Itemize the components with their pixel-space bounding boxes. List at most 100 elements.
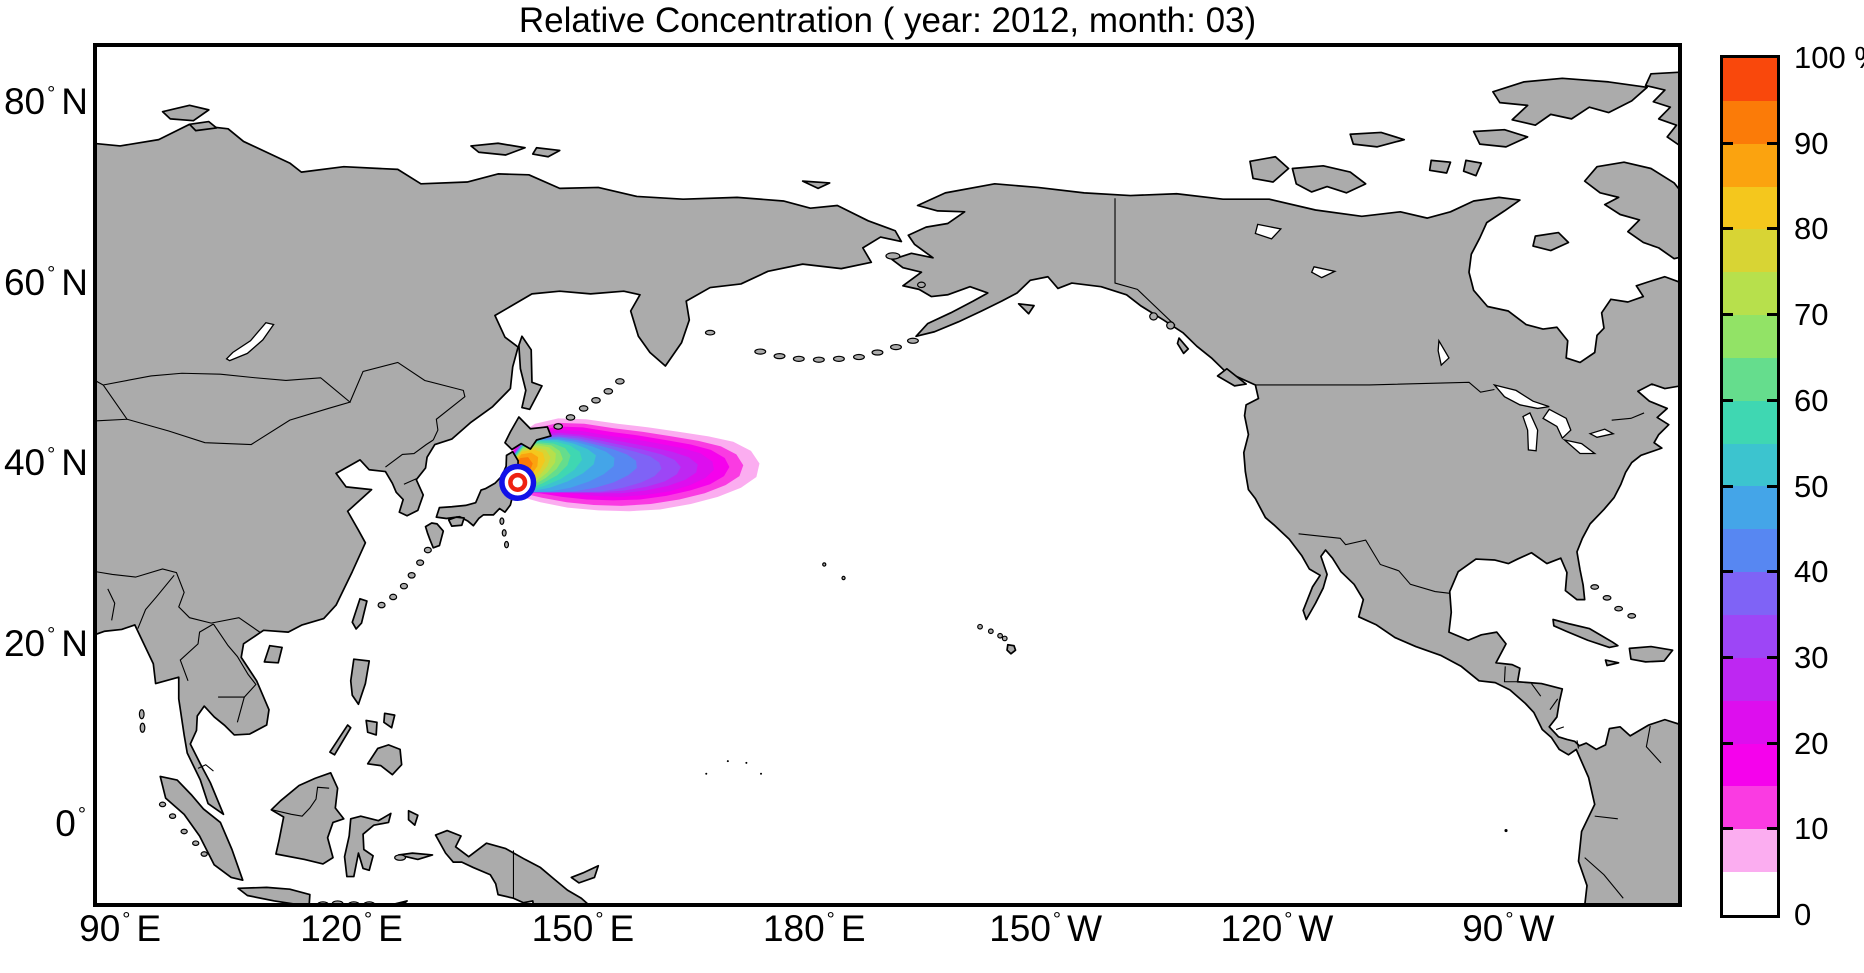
y-tick-label-0: 0° xyxy=(0,803,88,845)
colorbar-tick-10-right xyxy=(1767,827,1777,831)
land-mindanao xyxy=(368,745,402,775)
land-greenland xyxy=(1646,71,1678,150)
map-svg xyxy=(97,47,1678,903)
y-tick-label-40N: 40° N xyxy=(0,442,88,484)
colorbar-band-0-5 xyxy=(1723,872,1777,915)
aleutian-islands-dash xyxy=(891,345,902,350)
colorbar-tick-40-right xyxy=(1767,570,1777,574)
colorbar-band-65-70 xyxy=(1723,315,1777,358)
colorbar-label-90: 90 xyxy=(1794,125,1829,161)
border-india-myanmar xyxy=(138,575,174,628)
colorbar-label-100: 100 % xyxy=(1794,40,1864,75)
degree-symbol: ° xyxy=(826,909,835,932)
land-baffin-island xyxy=(1585,162,1678,259)
aleutian-islands-dash xyxy=(774,354,785,359)
degree-symbol: ° xyxy=(1284,909,1293,932)
x-tick-value: 180 xyxy=(762,908,825,949)
colorbar-tick-70-left xyxy=(1723,313,1733,317)
colorbar-band-55-60 xyxy=(1723,400,1777,444)
land-wrangel-island xyxy=(803,181,830,188)
midway-atolls-dash xyxy=(823,563,826,566)
land-hispaniola xyxy=(1629,647,1672,662)
ryukyu-islands-dash xyxy=(400,583,407,588)
land-palawan xyxy=(330,725,351,755)
x-tick-label-120E: 120° E xyxy=(272,908,432,950)
land-severnaya-zemlya-2 xyxy=(190,122,217,131)
lakes xyxy=(227,224,1614,453)
hemisphere-letter: W xyxy=(1298,908,1334,949)
degree-symbol: ° xyxy=(47,623,56,646)
sumatra-west-islands-dash xyxy=(159,802,165,807)
y-tick-label-60N: 60° N xyxy=(0,262,88,304)
source-marker-inner-ring xyxy=(510,475,525,490)
lake-great-bear-lake xyxy=(1255,224,1280,238)
ryukyu-islands-dash xyxy=(378,602,385,607)
border-laos-vietnam xyxy=(213,624,255,697)
degree-symbol: ° xyxy=(47,263,56,286)
x-tick-label-180E: 180° E xyxy=(734,908,894,950)
hemisphere-letter: W xyxy=(1519,908,1555,949)
x-tick-value: 120 xyxy=(300,908,362,949)
bahamas-dash xyxy=(1628,614,1636,619)
colorbar-band-75-80 xyxy=(1723,229,1777,273)
colorbar-band-25-30 xyxy=(1723,657,1777,701)
map-area xyxy=(93,43,1682,907)
border-colombia-venezuela xyxy=(1646,726,1661,763)
lesser-sunda-islands-dash xyxy=(348,902,359,903)
bahamas-dash xyxy=(1591,585,1599,590)
land-melville-island xyxy=(1350,132,1404,146)
sumatra-west-islands-dash xyxy=(169,814,175,819)
border-us-canada-49n xyxy=(1255,382,1494,392)
colorbar-band-50-55 xyxy=(1723,443,1777,487)
colorbar-band-20-25 xyxy=(1723,700,1777,744)
land-ellesmere-island xyxy=(1493,78,1647,125)
colorbar-tick-20-left xyxy=(1723,741,1733,745)
ryukyu-islands-dash xyxy=(417,560,424,565)
colorbar-tick-60-left xyxy=(1723,398,1733,402)
lake-lake-ontario xyxy=(1590,429,1613,437)
land-timor xyxy=(381,901,407,903)
degree-symbol: ° xyxy=(595,909,604,932)
y-tick-value: 0 xyxy=(55,802,76,844)
aleutian-islands-dash xyxy=(854,354,865,359)
y-tick-value: 60 xyxy=(3,261,46,303)
land-jamaica xyxy=(1606,660,1619,665)
land-severnaya-zemlya-1 xyxy=(163,105,209,120)
nunivak-island-dash xyxy=(918,282,926,287)
colorbar-label-40: 40 xyxy=(1794,554,1829,590)
hemisphere-letter: E xyxy=(609,908,635,949)
x-tick-label-150E: 150° E xyxy=(503,908,663,950)
colorbar-tick-60-right xyxy=(1767,398,1777,402)
colorbar-tick-30-left xyxy=(1723,655,1733,659)
x-tick-label-150W: 150° W xyxy=(966,908,1126,950)
land-samar xyxy=(384,713,395,727)
colorbar-band-30-35 xyxy=(1723,614,1777,658)
ryukyu-islands-dash xyxy=(408,573,415,578)
moluccas-dash xyxy=(395,855,406,860)
land-borneo xyxy=(271,773,343,864)
source-marker xyxy=(500,465,535,501)
colorbar-tick-50-right xyxy=(1767,484,1777,488)
figure-title: Relative Concentration ( year: 2012, mon… xyxy=(518,1,1257,40)
land-visayas xyxy=(366,721,377,735)
kuril-islands-dash xyxy=(616,379,624,384)
colorbar-band-90-95 xyxy=(1723,100,1777,144)
lesser-sunda-islands-dash xyxy=(364,902,375,903)
colorbar-band-95-100 xyxy=(1723,58,1777,101)
colorbar-band-60-65 xyxy=(1723,357,1777,401)
izu-islands-dash xyxy=(500,518,504,524)
land-luzon xyxy=(351,659,370,704)
kuril-islands-dash xyxy=(554,424,562,429)
x-tick-value: 120 xyxy=(1220,908,1283,949)
border-russia-china-amur xyxy=(350,362,465,440)
x-tick-value: 90 xyxy=(79,908,121,949)
aleutian-islands-dash xyxy=(834,356,845,361)
galapagos-dot xyxy=(1504,829,1508,833)
source-marker-outer-ring xyxy=(502,467,534,499)
land-halmahera xyxy=(409,811,418,825)
colorbar-band-80-85 xyxy=(1723,186,1777,230)
ryukyu-islands-dash xyxy=(424,547,431,552)
land-devon-island xyxy=(1474,130,1528,147)
colorbar-label-20: 20 xyxy=(1794,725,1829,761)
colorbar-tick-70-right xyxy=(1767,313,1777,317)
